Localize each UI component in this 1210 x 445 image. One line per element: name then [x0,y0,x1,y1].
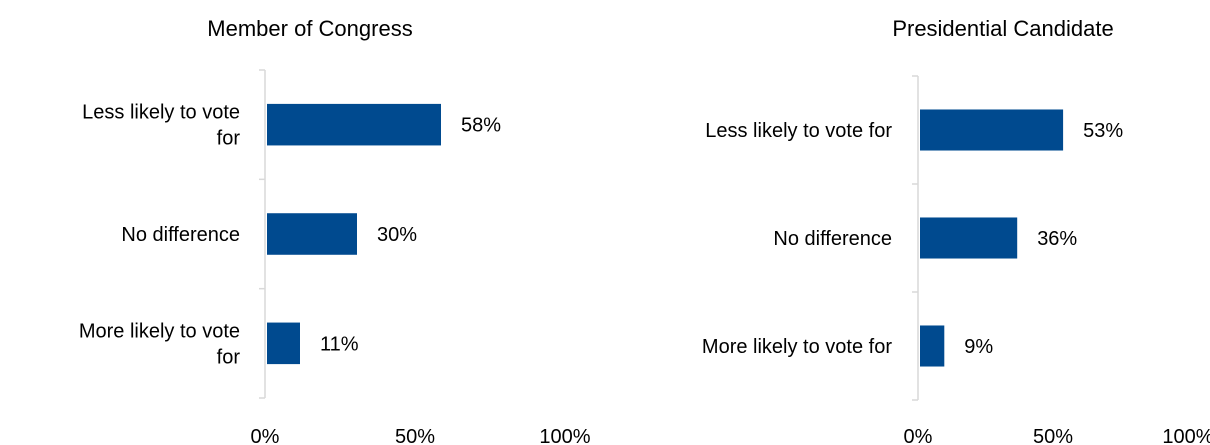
x-tick-label: 0% [904,426,933,445]
bar [267,213,357,255]
bar [920,325,945,367]
x-tick-label: 50% [395,426,435,445]
data-label: 53% [1083,120,1123,142]
category-label: More likely to vote for [79,320,241,368]
chart-title: Presidential Candidate [892,16,1113,41]
category-label: Less likely to vote for [82,102,240,150]
category-label: More likely to vote for [702,336,892,358]
data-label: 58% [461,115,501,137]
x-tick-label: 0% [251,426,280,445]
category-label: No difference [121,224,240,246]
data-label: 36% [1037,228,1077,250]
data-label: 11% [320,333,359,355]
bar [920,109,1064,151]
chart-member-of-congress: Member of Congress 58% Less likely to vot… [79,16,591,445]
bar [267,322,300,365]
x-tick-label: 100% [1162,426,1210,445]
x-tick-label: 50% [1033,426,1073,445]
bar [267,103,441,146]
category-label: No difference [773,228,892,250]
x-tick-label: 100% [539,426,590,445]
category-label: Less likely to vote for [705,120,892,142]
bar [920,217,1018,259]
data-label: 9% [964,336,993,358]
data-label: 30% [377,224,417,246]
chart-presidential-candidate: Presidential Candidate 53% Less likely to… [702,16,1210,445]
chart-title: Member of Congress [207,16,412,41]
